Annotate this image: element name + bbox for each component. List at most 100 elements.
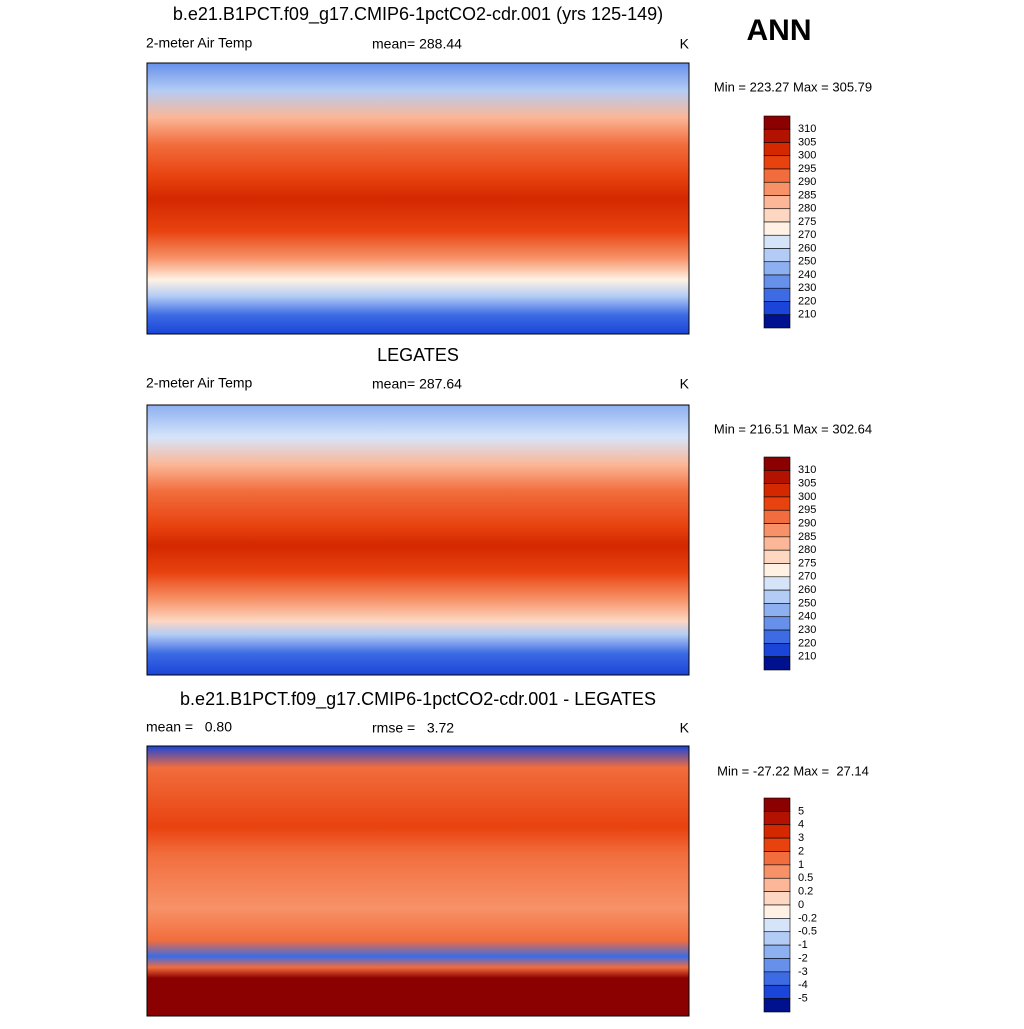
colorbar-label: -1 xyxy=(798,939,808,951)
colorbar-label: 250 xyxy=(798,597,816,609)
colorbar-box xyxy=(763,891,791,906)
colorbar-label: 275 xyxy=(798,557,816,569)
season-label: ANN xyxy=(747,14,812,47)
colorbar-label: 3 xyxy=(798,832,804,844)
colorbar-label: 230 xyxy=(798,624,816,636)
colorbar-label: 275 xyxy=(798,216,816,228)
colorbar-box xyxy=(763,589,791,604)
units-label: K xyxy=(680,720,690,736)
colorbar-box xyxy=(763,496,791,511)
colorbar-box xyxy=(763,208,791,223)
colorbar-label: 250 xyxy=(798,256,816,268)
colorbar-label: 280 xyxy=(798,203,816,215)
colorbar-label: -3 xyxy=(798,966,808,978)
colorbar-box xyxy=(763,274,791,289)
left-label: 2-meter Air Temp xyxy=(146,375,253,391)
colorbar-label: 310 xyxy=(798,123,816,135)
colorbar-box xyxy=(763,181,791,196)
colorbar-box xyxy=(763,824,791,839)
colorbar-box xyxy=(763,944,791,959)
colorbar-box xyxy=(763,811,791,826)
colorbar-label: 285 xyxy=(798,531,816,543)
colorbar-label: 210 xyxy=(798,651,816,663)
panel-title: b.e21.B1PCT.f09_g17.CMIP6-1pctCO2-cdr.00… xyxy=(180,689,656,710)
colorbar-label: 2 xyxy=(798,845,804,857)
colorbar-box xyxy=(763,904,791,919)
colorbar-label: 4 xyxy=(798,819,804,831)
center-label: mean= 287.64 xyxy=(372,376,462,392)
units-label: K xyxy=(680,36,690,52)
colorbar-label: 305 xyxy=(798,478,816,490)
colorbar-box xyxy=(763,797,791,812)
colorbar-label: 270 xyxy=(798,571,816,583)
colorbar-label: 210 xyxy=(798,309,816,321)
colorbar-label: 240 xyxy=(798,611,816,623)
colorbar-box xyxy=(763,301,791,316)
colorbar-label: 260 xyxy=(798,584,816,596)
center-label: mean= 288.44 xyxy=(372,36,462,52)
colorbar-box xyxy=(763,603,791,618)
colorbar-box xyxy=(763,918,791,933)
colorbar-label: 0.5 xyxy=(798,872,813,884)
colorbar-box xyxy=(763,456,791,471)
range-text: Min = 216.51 Max = 302.64 xyxy=(714,421,872,436)
map xyxy=(146,745,690,1017)
colorbar-box xyxy=(763,958,791,973)
colorbar-label: 295 xyxy=(798,504,816,516)
colorbar-label: -2 xyxy=(798,952,808,964)
colorbar-box xyxy=(763,142,791,157)
colorbar-label: 300 xyxy=(798,491,816,503)
units-label: K xyxy=(680,376,690,392)
colorbar-label: 230 xyxy=(798,282,816,294)
colorbar-label: 310 xyxy=(798,464,816,476)
colorbar-label: 285 xyxy=(798,189,816,201)
colorbar-box xyxy=(763,483,791,498)
colorbar-box xyxy=(763,971,791,986)
colorbar-box xyxy=(763,563,791,578)
colorbar-box xyxy=(763,931,791,946)
colorbar-label: 280 xyxy=(798,544,816,556)
colorbar-box xyxy=(763,261,791,276)
map xyxy=(146,62,690,335)
center-label: rmse = 3.72 xyxy=(372,720,454,736)
colorbar-box xyxy=(763,984,791,999)
colorbar-label: 0.2 xyxy=(798,886,813,898)
colorbar-box xyxy=(763,287,791,302)
colorbar-label: -0.5 xyxy=(798,926,817,938)
left-label: 2-meter Air Temp xyxy=(146,35,253,51)
colorbar-label: 5 xyxy=(798,805,804,817)
map xyxy=(146,404,690,676)
colorbar-box xyxy=(763,549,791,564)
colorbar-box xyxy=(763,576,791,591)
colorbar-box xyxy=(763,128,791,143)
colorbar-box xyxy=(763,536,791,551)
colorbar-label: 0 xyxy=(798,899,804,911)
colorbar-label: 240 xyxy=(798,269,816,281)
colorbar-label: 1 xyxy=(798,859,804,871)
colorbar-label: 295 xyxy=(798,163,816,175)
left-label: mean = 0.80 xyxy=(146,719,232,735)
colorbar-box xyxy=(763,509,791,524)
colorbar-label: -5 xyxy=(798,993,808,1005)
range-text: Min = 223.27 Max = 305.79 xyxy=(714,79,872,94)
colorbar-box xyxy=(763,864,791,879)
colorbar-box xyxy=(763,643,791,657)
panel-title: LEGATES xyxy=(377,345,459,365)
colorbar-label: 300 xyxy=(798,150,816,162)
colorbar-box xyxy=(763,234,791,249)
colorbar-label: -0.2 xyxy=(798,912,817,924)
colorbar-box xyxy=(763,629,791,644)
colorbar-box xyxy=(763,221,791,236)
colorbar-box xyxy=(763,837,791,852)
colorbar-label: 290 xyxy=(798,176,816,188)
colorbar-label: -4 xyxy=(798,979,808,991)
colorbar-box xyxy=(763,195,791,210)
range-text: Min = -27.22 Max = 27.14 xyxy=(717,763,869,778)
colorbar-box xyxy=(763,115,791,130)
colorbar-label: 220 xyxy=(798,295,816,307)
colorbar-label: 270 xyxy=(798,229,816,241)
colorbar-box xyxy=(763,248,791,263)
colorbar-box xyxy=(763,168,791,183)
panel-title: b.e21.B1PCT.f09_g17.CMIP6-1pctCO2-cdr.00… xyxy=(173,4,663,25)
